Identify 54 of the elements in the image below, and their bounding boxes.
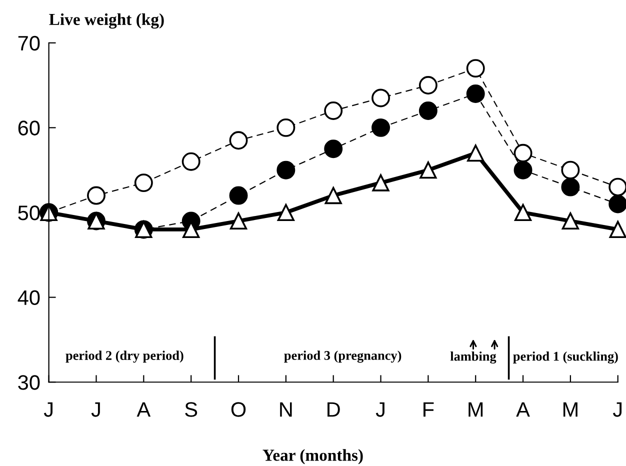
x-tick-label: S: [185, 402, 198, 417]
point: [514, 204, 532, 222]
point: [276, 118, 296, 137]
point: [467, 144, 484, 162]
y-tick-label: 60: [18, 120, 40, 136]
x-tick-label: D: [328, 402, 340, 417]
point: [87, 186, 106, 205]
x-tick-label: N: [280, 402, 292, 417]
point: [562, 212, 579, 230]
annotation: period 2 (dry period): [66, 350, 184, 363]
x-tick-label: O: [231, 402, 246, 417]
point: [609, 220, 626, 238]
x-tick-label: M: [468, 402, 483, 417]
point: [229, 186, 248, 205]
point: [608, 194, 626, 214]
x-tick-label: J: [44, 402, 52, 417]
y-tick-label: 50: [18, 205, 40, 220]
point: [229, 131, 248, 150]
x-tick-label: M: [563, 402, 578, 417]
point: [372, 174, 390, 192]
point: [561, 178, 580, 196]
x-tick-label: A: [516, 402, 530, 417]
point: [418, 101, 438, 120]
point: [466, 59, 485, 78]
x-tick-label: F: [424, 402, 434, 417]
x-axis-title: Year (months): [262, 449, 363, 464]
annotation: period 1 (suckling): [513, 351, 618, 364]
annotation: lambing: [450, 351, 496, 364]
point: [134, 174, 153, 192]
point: [324, 140, 343, 158]
point: [514, 160, 532, 180]
x-tick-label: J: [91, 402, 100, 417]
annotation: period 3 (pregnancy): [284, 350, 402, 363]
point: [277, 204, 294, 222]
point: [324, 186, 342, 204]
point: [561, 160, 580, 180]
point: [372, 88, 390, 108]
point: [182, 152, 200, 171]
point: [324, 101, 343, 120]
point: [372, 118, 390, 137]
y-tick-label: 70: [18, 36, 40, 51]
point: [276, 160, 296, 180]
x-tick-label: A: [136, 402, 151, 417]
point: [608, 178, 626, 196]
y-tick-label: 40: [18, 290, 40, 306]
x-tick-label: J: [376, 402, 384, 417]
point: [230, 212, 248, 230]
y-axis-title: Live weight (kg): [49, 13, 164, 29]
point: [466, 84, 485, 103]
x-tick-label: J: [612, 402, 622, 417]
point: [514, 144, 532, 162]
point: [420, 162, 437, 179]
y-tick-label: 30: [18, 375, 40, 390]
point: [418, 76, 438, 95]
